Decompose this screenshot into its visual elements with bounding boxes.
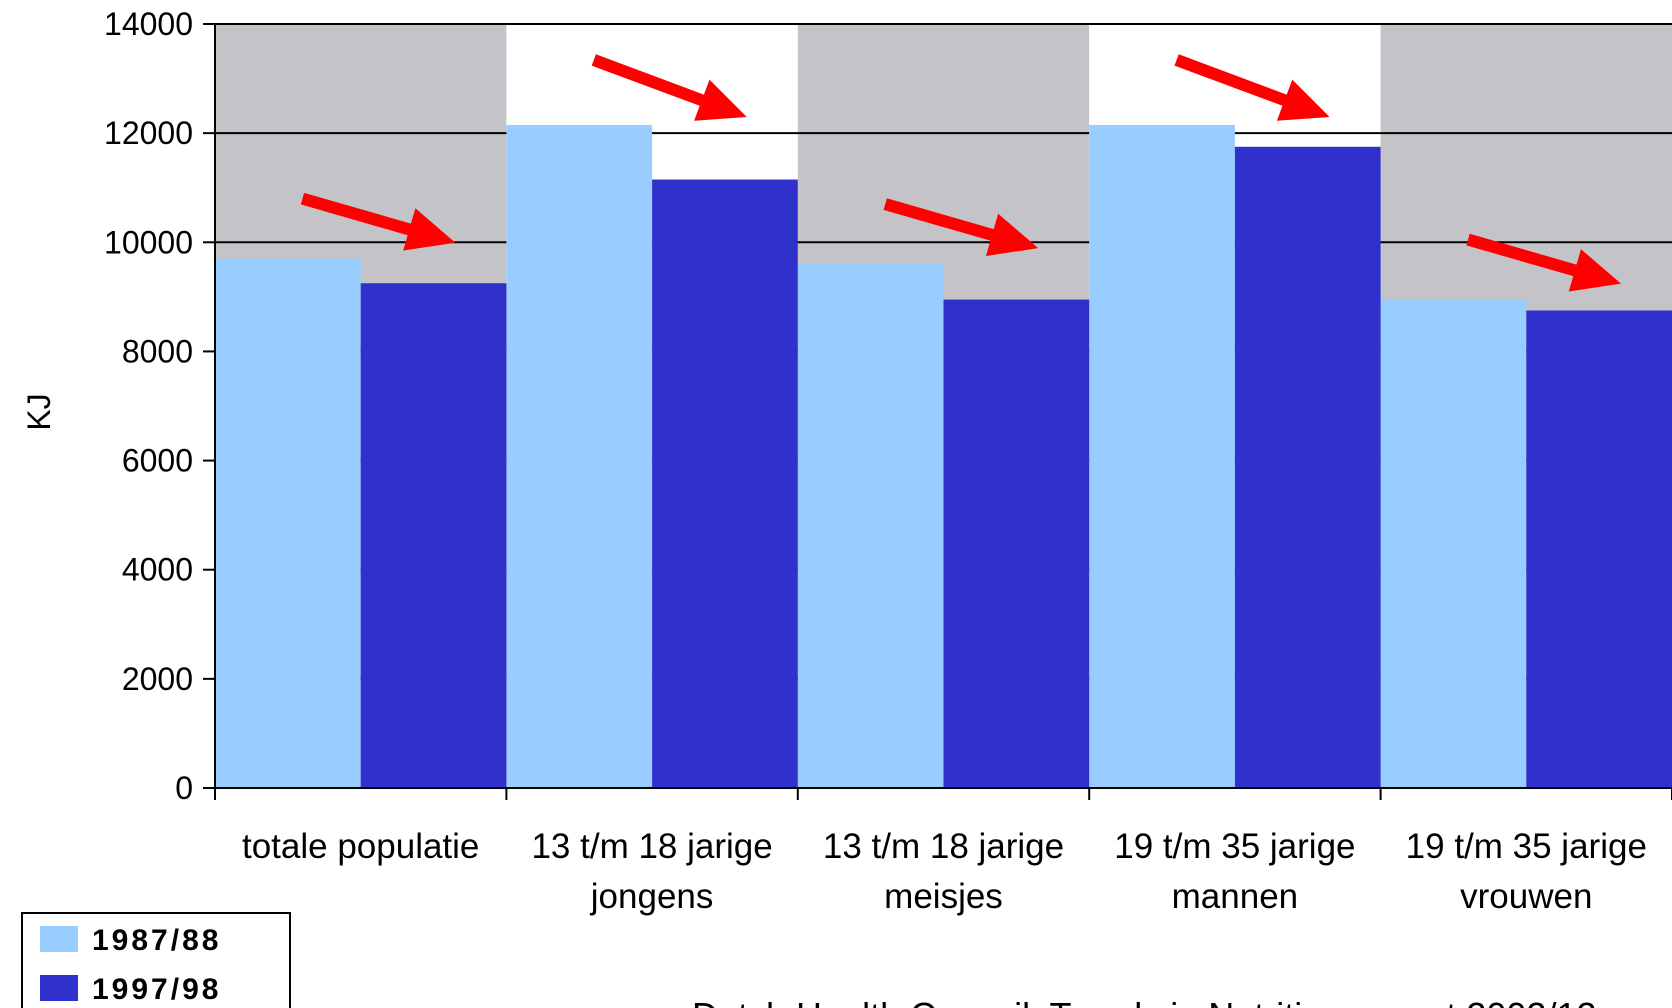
legend-swatch-1987-88 (40, 926, 78, 952)
axes (203, 23, 1672, 800)
category-label-4-line-1: 19 t/m 35 jarige (1114, 827, 1355, 866)
trend-arrow-4 (1174, 54, 1330, 121)
bar-1987-88-cat-1 (215, 258, 361, 789)
bar-1997-98-cat-4 (1234, 146, 1381, 789)
legend-label-1987-88: 1987/88 (92, 924, 221, 957)
bar-1987-88-cat-2 (506, 124, 653, 788)
bar-1987-88-cat-3 (797, 264, 944, 789)
legend-swatch-1997-98 (40, 975, 78, 1001)
y-tick-label-4000: 4000 (122, 552, 193, 588)
y-axis-title: KJ (21, 393, 57, 430)
trend-arrows (300, 54, 1621, 292)
legend: 1987/88 1997/98 (21, 912, 291, 1008)
category-label-2-line-1: 13 t/m 18 jarige (531, 827, 772, 866)
y-tick-label-10000: 10000 (104, 224, 193, 260)
category-label-2-line-2: jongens (590, 877, 714, 916)
y-tick-label-12000: 12000 (104, 115, 193, 151)
y-tick-labels: 0 2000 4000 6000 8000 10000 12000 14000 (104, 6, 193, 806)
trend-arrow-2 (591, 54, 747, 121)
category-label-3-line-2: meisjes (884, 877, 1003, 916)
category-label-3-line-1: 13 t/m 18 jarige (823, 827, 1064, 866)
y-tick-label-6000: 6000 (122, 443, 193, 479)
bar-1987-88-cat-5 (1380, 299, 1527, 788)
category-label-5-line-1: 19 t/m 35 jarige (1406, 827, 1647, 866)
category-label-1-line-1: totale populatie (242, 827, 479, 866)
legend-label-1997-98: 1997/98 (92, 973, 221, 1006)
y-tick-label-0: 0 (175, 770, 193, 806)
bar-1997-98-cat-3 (943, 299, 1090, 788)
y-tick-label-14000: 14000 (104, 6, 193, 42)
bar-1997-98-cat-5 (1526, 310, 1672, 788)
y-tick-label-2000: 2000 (122, 661, 193, 697)
bar-1997-98-cat-2 (652, 179, 798, 788)
trend-arrow-5 (1466, 233, 1621, 292)
y-tick-label-8000: 8000 (122, 333, 193, 369)
source-note: Dutch Health Council, Trends in Nutritio… (692, 995, 1596, 1008)
trend-arrow-1 (300, 192, 456, 251)
category-labels: totale populatie 13 t/m 18 jarige jongens 1… (242, 827, 1647, 916)
bars (215, 124, 1672, 789)
category-label-5-line-2: vrouwen (1460, 877, 1592, 916)
bar-1997-98-cat-1 (360, 283, 507, 788)
bar-1987-88-cat-4 (1089, 124, 1235, 788)
category-label-4-line-2: mannen (1172, 877, 1298, 916)
trend-arrow-3 (883, 198, 1039, 256)
